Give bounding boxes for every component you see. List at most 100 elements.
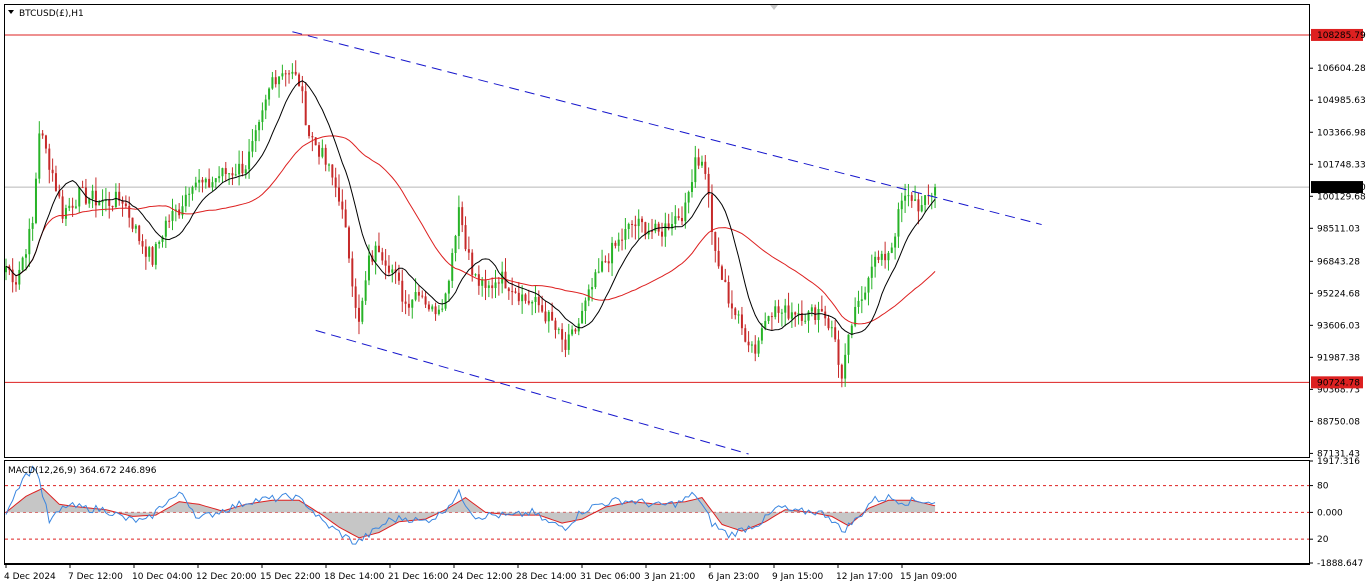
candle-body[interactable] <box>687 192 690 203</box>
candle-body[interactable] <box>121 200 124 204</box>
candle-body[interactable] <box>338 187 340 202</box>
candle-body[interactable] <box>531 301 534 304</box>
candle-body[interactable] <box>314 137 317 146</box>
candle-body[interactable] <box>414 292 417 300</box>
candle-body[interactable] <box>241 163 244 174</box>
candle-body[interactable] <box>910 195 913 201</box>
candle-body[interactable] <box>850 325 853 335</box>
candle-body[interactable] <box>511 291 514 293</box>
candle-body[interactable] <box>554 320 557 330</box>
candle-body[interactable] <box>627 223 630 230</box>
candle-body[interactable] <box>228 173 231 175</box>
candle-body[interactable] <box>104 199 107 201</box>
candle-body[interactable] <box>284 73 287 75</box>
candle-body[interactable] <box>304 91 307 126</box>
candle-body[interactable] <box>204 178 207 183</box>
macd-plot-area[interactable] <box>5 465 1309 545</box>
candle-body[interactable] <box>684 202 687 222</box>
candle-body[interactable] <box>138 225 141 242</box>
candle-body[interactable] <box>381 252 384 261</box>
candle-body[interactable] <box>437 309 440 315</box>
candle-body[interactable] <box>581 310 584 324</box>
candle-body[interactable] <box>727 281 730 304</box>
candle-body[interactable] <box>870 266 873 278</box>
candle-body[interactable] <box>298 74 301 87</box>
candle-body[interactable] <box>467 249 470 253</box>
candle-body[interactable] <box>847 334 850 355</box>
candle-body[interactable] <box>724 279 727 282</box>
candle-body[interactable] <box>328 164 331 166</box>
candle-body[interactable] <box>58 191 61 197</box>
candle-body[interactable] <box>907 195 910 197</box>
candle-body[interactable] <box>151 247 154 265</box>
candle-body[interactable] <box>168 220 171 222</box>
candle-body[interactable] <box>188 193 191 195</box>
candle-body[interactable] <box>268 88 271 100</box>
candle-body[interactable] <box>51 169 54 174</box>
scroll-marker-icon[interactable] <box>770 5 778 10</box>
candle-body[interactable] <box>707 173 710 195</box>
candle-body[interactable] <box>541 305 544 312</box>
candle-body[interactable] <box>760 328 763 341</box>
candle-body[interactable] <box>331 164 334 178</box>
candle-body[interactable] <box>347 227 350 259</box>
candle-body[interactable] <box>710 194 713 232</box>
candle-body[interactable] <box>767 316 770 322</box>
candle-body[interactable] <box>810 307 813 312</box>
candle-body[interactable] <box>38 133 41 179</box>
candle-body[interactable] <box>597 271 600 273</box>
candle-body[interactable] <box>78 187 81 207</box>
candle-body[interactable] <box>527 300 530 304</box>
candle-body[interactable] <box>201 179 204 183</box>
candle-body[interactable] <box>914 199 917 201</box>
candle-body[interactable] <box>108 199 111 206</box>
candle-body[interactable] <box>321 147 324 157</box>
candle-body[interactable] <box>407 303 410 308</box>
candle-body[interactable] <box>194 182 197 188</box>
candle-body[interactable] <box>594 272 597 288</box>
candle-body[interactable] <box>677 216 680 218</box>
candle-body[interactable] <box>804 320 807 322</box>
candle-body[interactable] <box>231 173 234 176</box>
candle-body[interactable] <box>44 135 47 149</box>
candle-body[interactable] <box>311 136 314 138</box>
candle-body[interactable] <box>264 99 267 111</box>
candle-body[interactable] <box>261 110 264 123</box>
candle-body[interactable] <box>834 327 837 340</box>
candle-body[interactable] <box>114 191 117 208</box>
candle-body[interactable] <box>484 279 487 288</box>
candle-body[interactable] <box>234 174 237 176</box>
candle-body[interactable] <box>401 280 404 302</box>
candle-body[interactable] <box>494 282 497 289</box>
candle-body[interactable] <box>757 340 760 354</box>
candle-body[interactable] <box>54 173 57 192</box>
candle-body[interactable] <box>181 206 184 216</box>
candle-body[interactable] <box>134 225 137 229</box>
candle-body[interactable] <box>294 71 297 75</box>
candle-body[interactable] <box>857 300 860 307</box>
candle-body[interactable] <box>124 203 127 206</box>
candle-body[interactable] <box>770 316 773 318</box>
candle-body[interactable] <box>131 217 134 229</box>
candle-body[interactable] <box>631 223 634 225</box>
candle-body[interactable] <box>364 280 367 301</box>
candle-body[interactable] <box>917 199 920 212</box>
candle-body[interactable] <box>258 122 261 131</box>
candle-body[interactable] <box>214 178 217 183</box>
candle-body[interactable] <box>680 217 683 222</box>
candle-body[interactable] <box>278 76 281 85</box>
candle-body[interactable] <box>571 329 574 335</box>
candle-body[interactable] <box>624 229 627 240</box>
candle-body[interactable] <box>344 209 347 228</box>
candle-body[interactable] <box>807 311 810 321</box>
candle-body[interactable] <box>611 242 614 264</box>
candle-body[interactable] <box>141 241 144 247</box>
candle-body[interactable] <box>661 231 664 237</box>
candle-body[interactable] <box>11 269 14 283</box>
candle-body[interactable] <box>547 311 550 322</box>
candle-body[interactable] <box>158 241 161 244</box>
candle-body[interactable] <box>31 222 34 229</box>
candle-body[interactable] <box>607 261 610 264</box>
candle-body[interactable] <box>238 163 241 175</box>
candle-body[interactable] <box>544 311 547 322</box>
